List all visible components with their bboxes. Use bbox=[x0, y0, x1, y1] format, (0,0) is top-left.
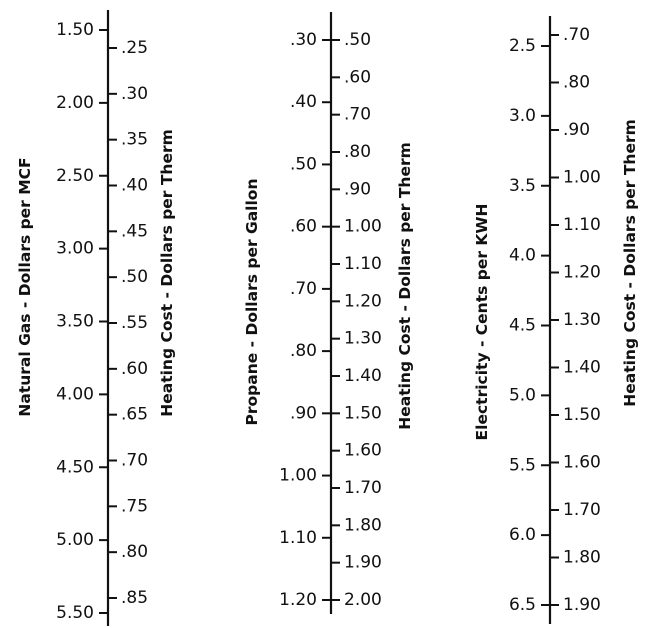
natural-gas-left-tick-label: 4.50 bbox=[56, 457, 94, 477]
electricity-right-tick-label: 1.90 bbox=[563, 595, 601, 615]
natural-gas-scale: 1.50 2.00 2.50 3.00 3.50 4.00 4.50 5.00 5.50 .25… bbox=[16, 10, 176, 626]
propane-right-tick-label: .90 bbox=[344, 179, 371, 199]
electricity-left-tick-label: 6.0 bbox=[509, 525, 536, 545]
propane-left-tick-label: 1.10 bbox=[279, 528, 317, 548]
natural-gas-heating-cost-ticks: .25 .30 .35 .40 .45 .50 .55 .60 .65 .70 .75 .80 .85 bbox=[108, 38, 148, 608]
propane-scale: .30 .40 .50 .60 .70 .80 .90 1.00 1.10 1.20 .50 .60… bbox=[243, 12, 414, 614]
propane-right-tick-label: 1.30 bbox=[344, 329, 382, 349]
natural-gas-left-tick-label: 1.50 bbox=[56, 20, 94, 40]
natural-gas-left-tick-label: 3.00 bbox=[56, 239, 94, 259]
electricity-right-tick-label: 1.20 bbox=[563, 263, 601, 283]
propane-left-tick-label: .40 bbox=[290, 92, 317, 112]
electricity-right-tick-label: 1.30 bbox=[563, 310, 601, 330]
electricity-right-tick-label: 1.70 bbox=[563, 500, 601, 520]
natural-gas-right-tick-label: .50 bbox=[121, 267, 148, 287]
electricity-left-tick-label: 4.0 bbox=[509, 246, 536, 266]
propane-left-tick-label: .60 bbox=[290, 217, 317, 237]
electricity-scale: 2.5 3.0 3.5 4.0 4.5 5.0 5.5 6.0 6.5 .70 .80 .90 1.0… bbox=[473, 16, 639, 624]
propane-left-tick-label: .70 bbox=[290, 279, 317, 299]
propane-left-tick-label: 1.20 bbox=[279, 590, 317, 610]
natural-gas-left-tick-label: 4.00 bbox=[56, 384, 94, 404]
electricity-left-tick-label: 6.5 bbox=[509, 595, 536, 615]
propane-left-tick-label: .90 bbox=[290, 403, 317, 423]
natural-gas-heating-cost-label: Heating Cost - Dollars per Therm bbox=[158, 129, 176, 417]
electricity-left-tick-label: 2.5 bbox=[509, 36, 536, 56]
propane-right-tick-label: 2.00 bbox=[344, 590, 382, 610]
electricity-cents-per-kwh-label: Electricity - Cents per KWH bbox=[473, 204, 491, 441]
electricity-left-tick-label: 3.5 bbox=[509, 176, 536, 196]
propane-right-tick-label: 1.70 bbox=[344, 478, 382, 498]
propane-heating-cost-ticks: .50 .60 .70 .80 .90 1.00 1.10 1.20 1.30 1.40 1.50 1… bbox=[331, 30, 382, 610]
electricity-right-tick-label: 1.80 bbox=[563, 548, 601, 568]
natural-gas-left-tick-label: 5.50 bbox=[56, 603, 94, 623]
propane-heating-cost-label: Heating Cost - Dollars per Therm bbox=[396, 142, 414, 430]
propane-right-tick-label: 1.50 bbox=[344, 403, 382, 423]
propane-right-tick-label: 1.60 bbox=[344, 441, 382, 461]
natural-gas-right-tick-label: .70 bbox=[121, 451, 148, 471]
natural-gas-right-tick-label: .30 bbox=[121, 84, 148, 104]
natural-gas-dollars-per-mcf-ticks: 1.50 2.00 2.50 3.00 3.50 4.00 4.50 5.00 5.50 bbox=[56, 20, 108, 623]
electricity-heating-cost-ticks: .70 .80 .90 1.00 1.10 1.20 1.30 1.40 1.50 1.60 1.7… bbox=[550, 25, 601, 615]
electricity-right-tick-label: .70 bbox=[563, 25, 590, 45]
electricity-left-tick-label: 5.0 bbox=[509, 385, 536, 405]
propane-right-tick-label: .60 bbox=[344, 67, 371, 87]
propane-dollars-per-gallon-label: Propane - Dollars per Gallon bbox=[243, 179, 261, 426]
natural-gas-right-tick-label: .85 bbox=[121, 588, 148, 608]
natural-gas-right-tick-label: .75 bbox=[121, 496, 148, 516]
propane-right-tick-label: .80 bbox=[344, 142, 371, 162]
propane-right-tick-label: 1.90 bbox=[344, 553, 382, 573]
natural-gas-right-tick-label: .55 bbox=[121, 313, 148, 333]
electricity-right-tick-label: .80 bbox=[563, 73, 590, 93]
propane-right-tick-label: 1.00 bbox=[344, 217, 382, 237]
electricity-right-tick-label: 1.50 bbox=[563, 405, 601, 425]
natural-gas-left-tick-label: 3.50 bbox=[56, 312, 94, 332]
natural-gas-right-tick-label: .40 bbox=[121, 176, 148, 196]
natural-gas-right-tick-label: .60 bbox=[121, 359, 148, 379]
natural-gas-right-tick-label: .45 bbox=[121, 221, 148, 241]
natural-gas-right-tick-label: .25 bbox=[121, 38, 148, 58]
propane-right-tick-label: 1.10 bbox=[344, 254, 382, 274]
natural-gas-right-tick-label: .80 bbox=[121, 542, 148, 562]
natural-gas-right-tick-label: .35 bbox=[121, 130, 148, 150]
propane-left-tick-label: .30 bbox=[290, 30, 317, 50]
propane-left-tick-label: .80 bbox=[290, 341, 317, 361]
natural-gas-left-tick-label: 2.50 bbox=[56, 166, 94, 186]
electricity-cents-per-kwh-ticks: 2.5 3.0 3.5 4.0 4.5 5.0 5.5 6.0 6.5 bbox=[509, 36, 550, 615]
electricity-right-tick-label: 1.40 bbox=[563, 358, 601, 378]
propane-left-tick-label: 1.00 bbox=[279, 466, 317, 486]
electricity-right-tick-label: 1.60 bbox=[563, 453, 601, 473]
propane-dollars-per-gallon-ticks: .30 .40 .50 .60 .70 .80 .90 1.00 1.10 1.20 bbox=[279, 30, 331, 610]
electricity-heating-cost-label: Heating Cost - Dollars per Therm bbox=[621, 119, 639, 407]
natural-gas-dollars-per-mcf-label: Natural Gas - Dollars per MCF bbox=[16, 157, 34, 416]
electricity-right-tick-label: 1.10 bbox=[563, 215, 601, 235]
electricity-right-tick-label: 1.00 bbox=[563, 168, 601, 188]
propane-right-tick-label: .50 bbox=[344, 30, 371, 50]
electricity-left-tick-label: 3.0 bbox=[509, 106, 536, 126]
electricity-left-tick-label: 4.5 bbox=[509, 316, 536, 336]
propane-left-tick-label: .50 bbox=[290, 154, 317, 174]
natural-gas-left-tick-label: 5.00 bbox=[56, 530, 94, 550]
natural-gas-left-tick-label: 2.00 bbox=[56, 93, 94, 113]
propane-right-tick-label: 1.20 bbox=[344, 291, 382, 311]
natural-gas-right-tick-label: .65 bbox=[121, 405, 148, 425]
propane-right-tick-label: 1.40 bbox=[344, 366, 382, 386]
electricity-left-tick-label: 5.5 bbox=[509, 455, 536, 475]
propane-right-tick-label: .70 bbox=[344, 105, 371, 125]
electricity-right-tick-label: .90 bbox=[563, 120, 590, 140]
propane-right-tick-label: 1.80 bbox=[344, 515, 382, 535]
